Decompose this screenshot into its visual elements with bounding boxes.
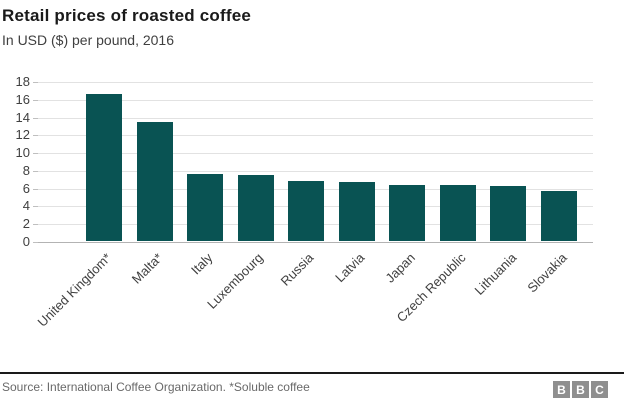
chart-title: Retail prices of roasted coffee — [2, 6, 251, 25]
y-tick-label-12: 12 — [15, 127, 30, 143]
y-tick-label-0: 0 — [22, 234, 30, 249]
gridline-8 — [38, 170, 593, 172]
y-tick-mark — [33, 188, 38, 190]
bar-united-kingdom — [86, 94, 122, 241]
bar-italy — [187, 174, 224, 241]
y-tick-mark — [33, 82, 38, 83]
y-tick-label-14: 14 — [15, 109, 30, 125]
y-tick-label-18: 18 — [15, 74, 30, 89]
bar-malta — [136, 121, 173, 241]
x-label-5: Latvia — [332, 250, 368, 286]
bar-luxembourg — [237, 175, 274, 241]
x-label-4: Russia — [278, 250, 317, 289]
bar-slovakia — [541, 191, 577, 241]
bar-czech-republic — [439, 185, 476, 241]
y-tick-label-10: 10 — [15, 145, 30, 161]
bbc-logo-letter-b: B — [553, 381, 570, 398]
y-tick-mark — [33, 153, 38, 155]
gridline-10 — [38, 153, 593, 155]
x-label-6: Japan — [382, 250, 418, 286]
y-tick-mark — [33, 135, 38, 137]
bar-latvia — [338, 182, 375, 241]
y-tick-label-4: 4 — [22, 198, 30, 214]
x-label-0: United Kingdom* — [35, 250, 115, 330]
y-tick-mark — [33, 99, 38, 101]
plot-area — [38, 82, 593, 243]
footer-divider — [0, 372, 624, 374]
gridline-18 — [38, 82, 593, 83]
x-axis-labels: United Kingdom* Malta* Italy Luxembourg Russ… — [35, 250, 593, 366]
y-tick-mark — [33, 117, 38, 119]
gridline-16 — [38, 99, 593, 101]
y-tick-label-8: 8 — [22, 162, 30, 178]
y-tick-mark — [33, 242, 38, 243]
bbc-logo-letter-c: C — [591, 381, 608, 398]
bar-lithuania — [490, 185, 527, 241]
x-label-1: Malta* — [128, 250, 166, 287]
bar-japan — [389, 185, 426, 241]
x-label-9: Slovakia — [524, 250, 570, 296]
y-tick-label-16: 16 — [15, 91, 30, 107]
bar-russia — [288, 181, 325, 241]
source-text: Source: International Coffee Organizatio… — [2, 380, 310, 394]
x-label-8: Lithuania — [471, 250, 520, 298]
gridline-14 — [38, 117, 593, 119]
chart-subtitle: In USD ($) per pound, 2016 — [2, 32, 174, 48]
bar-chart: 0 2 4 6 8 10 12 14 16 18 United Kingdom* Malta* Ita… — [0, 70, 624, 366]
y-tick-label-2: 2 — [22, 216, 30, 232]
bbc-logo-letter-b: B — [572, 381, 589, 398]
gridline-12 — [38, 135, 593, 137]
y-tick-mark — [33, 224, 38, 226]
y-tick-mark — [33, 170, 38, 172]
x-label-2: Italy — [188, 250, 216, 278]
y-tick-label-6: 6 — [22, 180, 30, 196]
gridline-0 — [38, 242, 593, 243]
y-tick-mark — [33, 206, 38, 208]
